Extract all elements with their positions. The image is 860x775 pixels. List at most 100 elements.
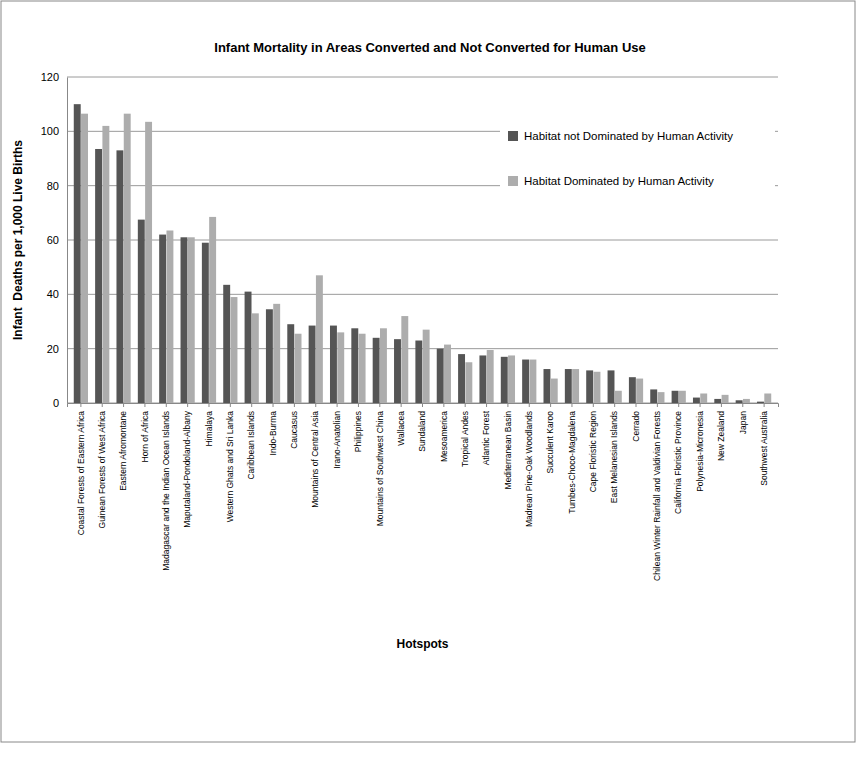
- x-tick-label: Caucasus: [289, 411, 299, 449]
- x-tick-mark: [700, 403, 701, 407]
- x-tick-label: Wallacea: [396, 411, 406, 446]
- bar: [423, 330, 430, 403]
- y-tick: 20: [47, 343, 67, 355]
- x-tick-mark: [507, 403, 508, 407]
- bar: [245, 292, 252, 403]
- bar: [415, 341, 422, 403]
- x-tick: Atlantic Forest: [481, 403, 491, 465]
- bar: [351, 328, 358, 403]
- y-axis-line: [67, 78, 68, 404]
- y-tick-label: 40: [47, 288, 59, 300]
- bar: [102, 126, 109, 403]
- x-tick: Tropical Andes: [460, 403, 470, 467]
- bar: [394, 339, 401, 403]
- x-tick-mark: [443, 403, 444, 407]
- x-tick: Western Ghats and Sri Lanka: [225, 403, 235, 522]
- bar: [672, 391, 679, 403]
- x-tick-label: Cerrado: [631, 411, 641, 442]
- title: Infant Mortality in Areas Converted and …: [214, 40, 645, 55]
- x-tick-label: Cape Floristic Region: [588, 411, 598, 493]
- y-tick: 80: [47, 180, 67, 192]
- y-tick-label: 20: [47, 343, 59, 355]
- bar: [337, 332, 344, 403]
- y-tick-label: 60: [47, 234, 59, 246]
- bar: [138, 220, 145, 403]
- x-tick-mark: [102, 403, 103, 407]
- bar: [764, 393, 771, 403]
- bar: [223, 285, 230, 403]
- bar: [458, 354, 465, 403]
- x-tick: East Melanesian Islands: [609, 403, 619, 503]
- bar: [487, 350, 494, 403]
- x-tick-label: Southwest Australia: [759, 411, 769, 486]
- x-tick-mark: [80, 403, 81, 407]
- y-axis: 0 20 40 60 80 100 120: [41, 71, 68, 409]
- x-tick-label: East Melanesian Islands: [609, 411, 619, 503]
- bar: [693, 398, 700, 403]
- x-tick-mark: [230, 403, 231, 407]
- y-tick: 100: [41, 125, 67, 137]
- bar: [373, 338, 380, 403]
- x-tick-mark: [550, 403, 551, 407]
- x-tick-mark: [358, 403, 359, 407]
- x-tick: Sundaland: [417, 403, 427, 452]
- bar: [444, 345, 451, 403]
- y-tick: 0: [53, 397, 67, 409]
- x-tick-label: California Floristic Province: [673, 411, 683, 514]
- legend-box: [500, 118, 775, 198]
- legend: Habitat not Dominated by Human ActivityH…: [500, 118, 775, 198]
- y-tick-label: 100: [41, 125, 59, 137]
- x-tick-label: Indo-Burma: [268, 411, 278, 456]
- bar: [437, 349, 444, 403]
- y-tick-label: 80: [47, 180, 59, 192]
- x-tick-label: Western Ghats and Sri Lanka: [225, 411, 235, 523]
- bar: [287, 324, 294, 403]
- x-tick-mark: [379, 403, 380, 407]
- x-tick-label: Horn of Africa: [140, 411, 150, 463]
- x-tick: Polynesia-Micronesia: [695, 403, 705, 492]
- x-tick: Indo-Burma: [268, 403, 278, 455]
- bar: [743, 399, 750, 403]
- x-tick-label: Polynesia-Micronesia: [695, 411, 705, 492]
- legend-label: Habitat Dominated by Human Activity: [524, 175, 714, 187]
- x-tick: Irano-Anatolian: [332, 403, 342, 469]
- x-tick-label: Irano-Anatolian: [332, 411, 342, 469]
- bar: [501, 357, 508, 403]
- x-tick-label: Caribbean Islands: [246, 411, 256, 480]
- x-tick-mark: [251, 403, 252, 407]
- bar: [231, 297, 238, 403]
- x-tick-mark: [144, 403, 145, 407]
- y-tick: 40: [47, 288, 67, 300]
- x-tick-label: New Zealand: [716, 411, 726, 461]
- bar: [551, 379, 558, 403]
- x-tick: Maputaland-Pondoland-Albany: [182, 403, 192, 528]
- bar: [273, 304, 280, 403]
- bar: [700, 393, 707, 403]
- bar: [508, 355, 515, 403]
- x-tick-mark: [294, 403, 295, 407]
- x-tick-mark: [657, 403, 658, 407]
- y-tick: 120: [41, 71, 67, 83]
- x-tick-label: Himalaya: [204, 411, 214, 447]
- bar: [636, 379, 643, 403]
- x-tick-label: Coastal Forests of Eastern Africa: [76, 411, 86, 536]
- x-tick: Mountains of Central Asia: [310, 403, 320, 508]
- x-tick: New Zealand: [716, 403, 726, 461]
- x-tick-mark: [273, 403, 274, 407]
- x-tick: Cerrado: [631, 403, 641, 442]
- bar: [380, 328, 387, 403]
- x-tick: Chilean Winter Rainfall and Valdivian Fo…: [652, 403, 662, 581]
- x-tick-label: Philippines: [353, 411, 363, 452]
- x-tick-label: Mountains of Central Asia: [310, 411, 320, 508]
- x-tick-label: Sundaland: [417, 411, 427, 452]
- bar: [209, 217, 216, 403]
- x-tick-mark: [614, 403, 615, 407]
- bar: [714, 399, 721, 403]
- x-tick: Southwest Australia: [759, 403, 769, 486]
- x-tick-mark: [401, 403, 402, 407]
- x-tick: Guinean Forests of West Africa: [97, 403, 107, 528]
- bar: [295, 334, 302, 403]
- bar: [95, 149, 102, 403]
- bar: [615, 391, 622, 403]
- x-tick: Mesoamerica: [439, 403, 449, 462]
